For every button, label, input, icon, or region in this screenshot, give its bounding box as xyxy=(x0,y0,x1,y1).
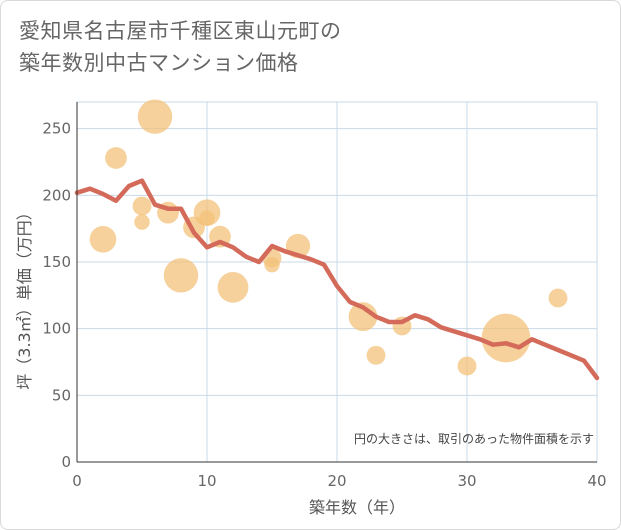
y-tick-label: 0 xyxy=(61,453,71,471)
y-tick-label: 100 xyxy=(42,320,71,338)
x-tick-label: 10 xyxy=(197,472,216,490)
bubble-point xyxy=(348,302,378,332)
y-tick-label: 150 xyxy=(42,253,71,271)
bubble-size-note: 円の大きさは、取引のあった物件面積を示す xyxy=(354,431,594,446)
bubble-series xyxy=(89,99,568,376)
x-tick-label: 0 xyxy=(72,472,82,490)
bubble-point xyxy=(89,226,117,253)
bubble-point xyxy=(217,271,249,303)
bubble-point xyxy=(457,356,477,376)
x-tick-label: 30 xyxy=(457,472,476,490)
bubble-point xyxy=(548,288,568,308)
bubble-point xyxy=(132,196,152,216)
y-tick-label: 250 xyxy=(42,120,71,138)
chart-title-line-1: 愛知県名古屋市千種区東山元町の xyxy=(19,19,342,43)
bubble-point xyxy=(134,214,150,230)
bubble-point xyxy=(366,345,386,365)
bubble-point xyxy=(163,258,199,293)
bubble-point xyxy=(105,147,127,169)
bubble-point xyxy=(481,313,531,363)
y-tick-label: 200 xyxy=(42,186,71,204)
x-tick-label: 20 xyxy=(327,472,346,490)
y-axis-label: 坪（3.3㎡）単価（万円） xyxy=(15,204,34,389)
x-tick-label: 40 xyxy=(587,472,606,490)
trend-line xyxy=(74,178,600,381)
chart-title-line-2: 築年数別中古マンション価格 xyxy=(19,51,299,75)
axis-ticks: 0 10 20 30 40 0 50 100 150 200 250 xyxy=(42,102,607,490)
trend-line-series xyxy=(74,178,600,381)
y-tick-label: 50 xyxy=(52,386,71,404)
x-axis-label: 築年数（年） xyxy=(309,498,405,517)
chart-title: 愛知県名古屋市千種区東山元町の 築年数別中古マンション価格 xyxy=(19,15,342,79)
bubble-point xyxy=(199,210,215,226)
bubble-point xyxy=(137,99,173,134)
